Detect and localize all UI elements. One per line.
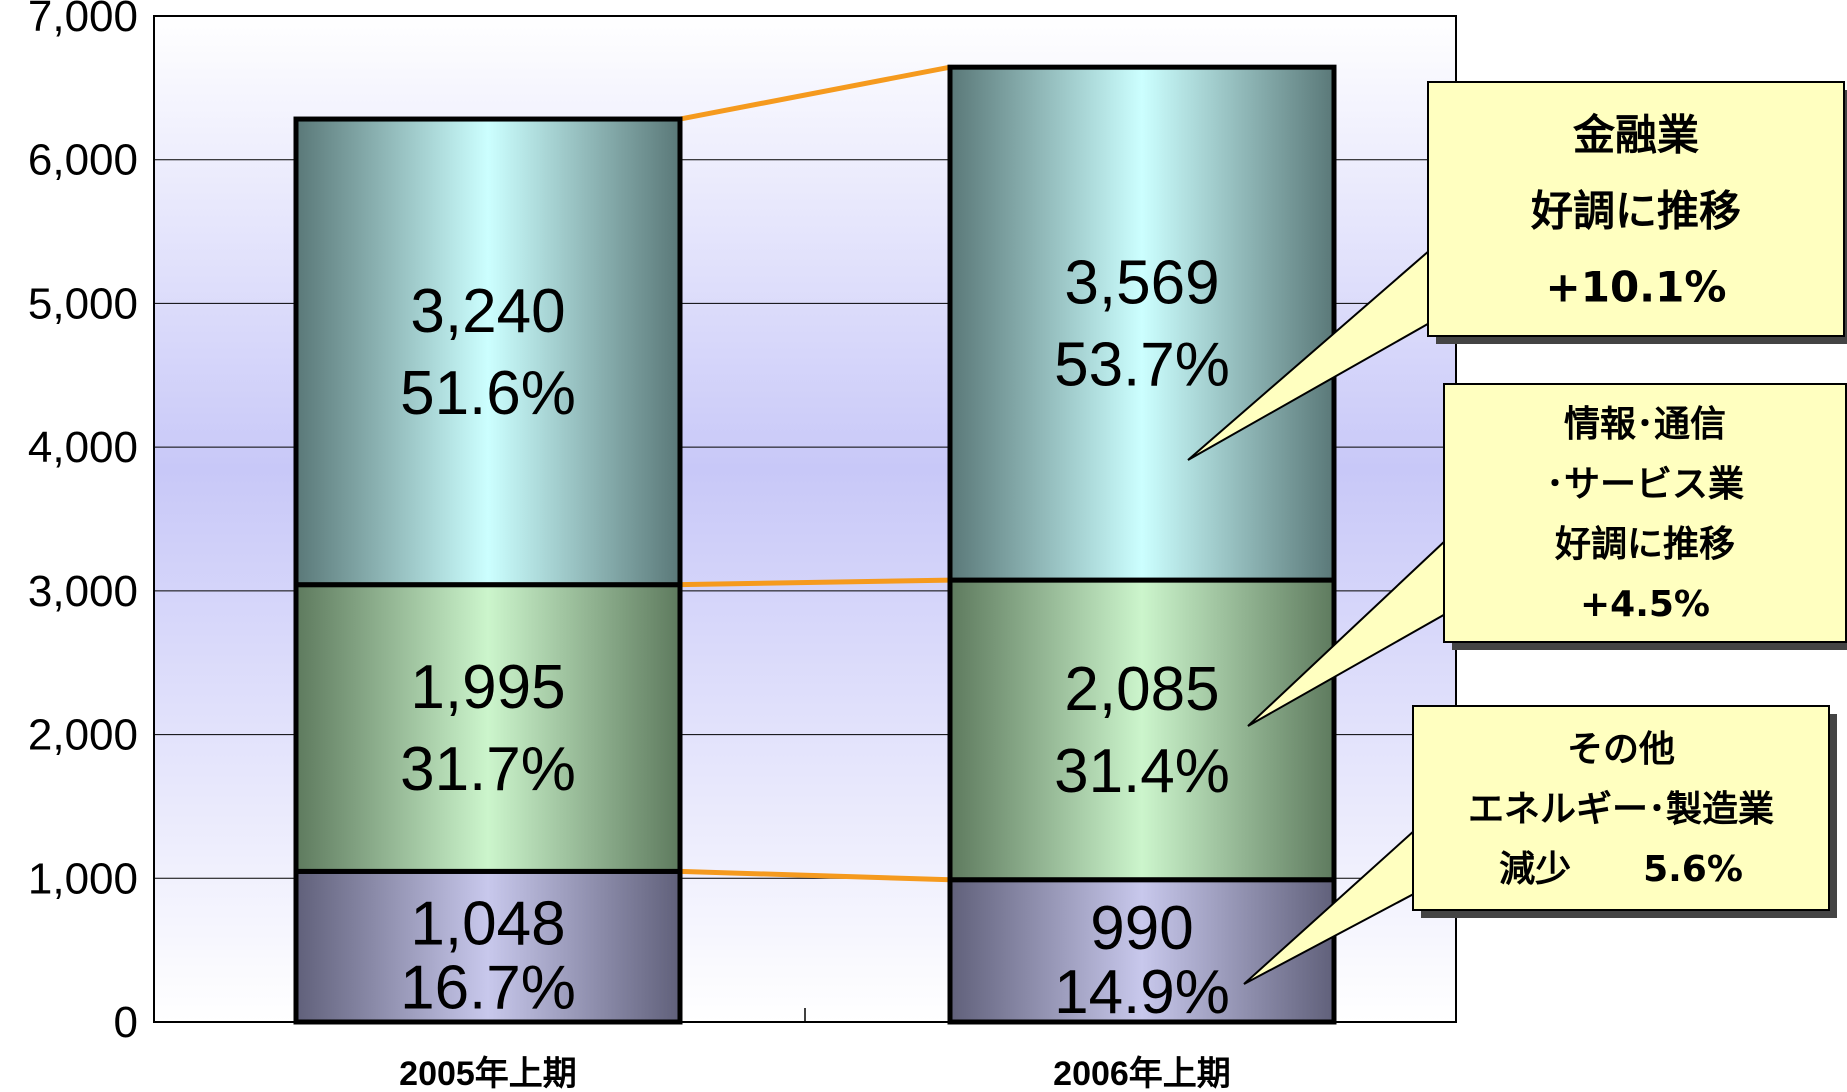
segment-percent-label: 31.7% [400,735,576,804]
segment-percent-label: 16.7% [400,954,576,1023]
y-tick-label: 7,000 [28,0,138,41]
segment-value-label: 3,569 [1064,249,1219,318]
y-tick-label: 1,000 [28,854,138,903]
segment-percent-label: 14.9% [1054,958,1230,1027]
segment-value-label: 1,995 [410,653,565,722]
y-tick-label: 5,000 [28,279,138,328]
bar-segment [947,577,1337,883]
segment-percent-label: 53.7% [1054,331,1230,400]
callout-text: +4.5% [1580,584,1710,625]
x-category-label: 2006年上期 [1053,1055,1231,1092]
connector-line [679,577,951,588]
segment-percent-label: 31.4% [1054,737,1230,806]
callouts: 金融業好調に推移+10.1%情報･通信･サービス業好調に推移+4.5%その他エネ… [1187,81,1847,985]
bars [293,64,1337,1025]
callout-background [1427,81,1845,337]
segment-value-label: 1,048 [410,890,565,959]
segment-value-label: 3,240 [410,277,565,346]
callout-text: ･サービス業 [1546,464,1744,505]
segment-percent-label: 51.6% [400,359,576,428]
y-tick-label: 2,000 [28,711,138,760]
callout-background [1412,705,1830,911]
callout-text: 好調に推移 [1554,524,1735,565]
connector-lines [679,64,951,883]
connector-line [679,64,951,122]
segment-value-label: 990 [1090,894,1193,963]
callout-text: 減少 5.6% [1499,849,1743,890]
callout-text: その他 [1567,729,1675,770]
callout-background [1443,383,1847,643]
bar-segment [947,64,1337,583]
callout-text: 好調に推移 [1530,187,1741,236]
connector-line [679,868,951,883]
callout-text: エネルギー･製造業 [1468,789,1774,830]
callout-text: +10.1% [1546,263,1727,312]
y-tick-label: 6,000 [28,136,138,185]
bar-segment [293,868,683,1025]
y-axis: 0 1,000 2,000 3,000 4,000 5,000 6,000 7,000 [28,0,138,1047]
segment-value-label: 2,085 [1064,655,1219,724]
y-tick-label: 0 [114,998,138,1047]
callout-text: 情報･通信 [1564,404,1726,445]
bar-segment [293,582,683,874]
x-category-label: 2005年上期 [399,1055,577,1092]
callout-text: 金融業 [1572,111,1699,160]
y-tick-label: 4,000 [28,423,138,472]
x-axis: 2005年上期 2006年上期 [399,1008,1231,1092]
bar-segment [293,116,683,588]
y-tick-label: 3,000 [28,567,138,616]
